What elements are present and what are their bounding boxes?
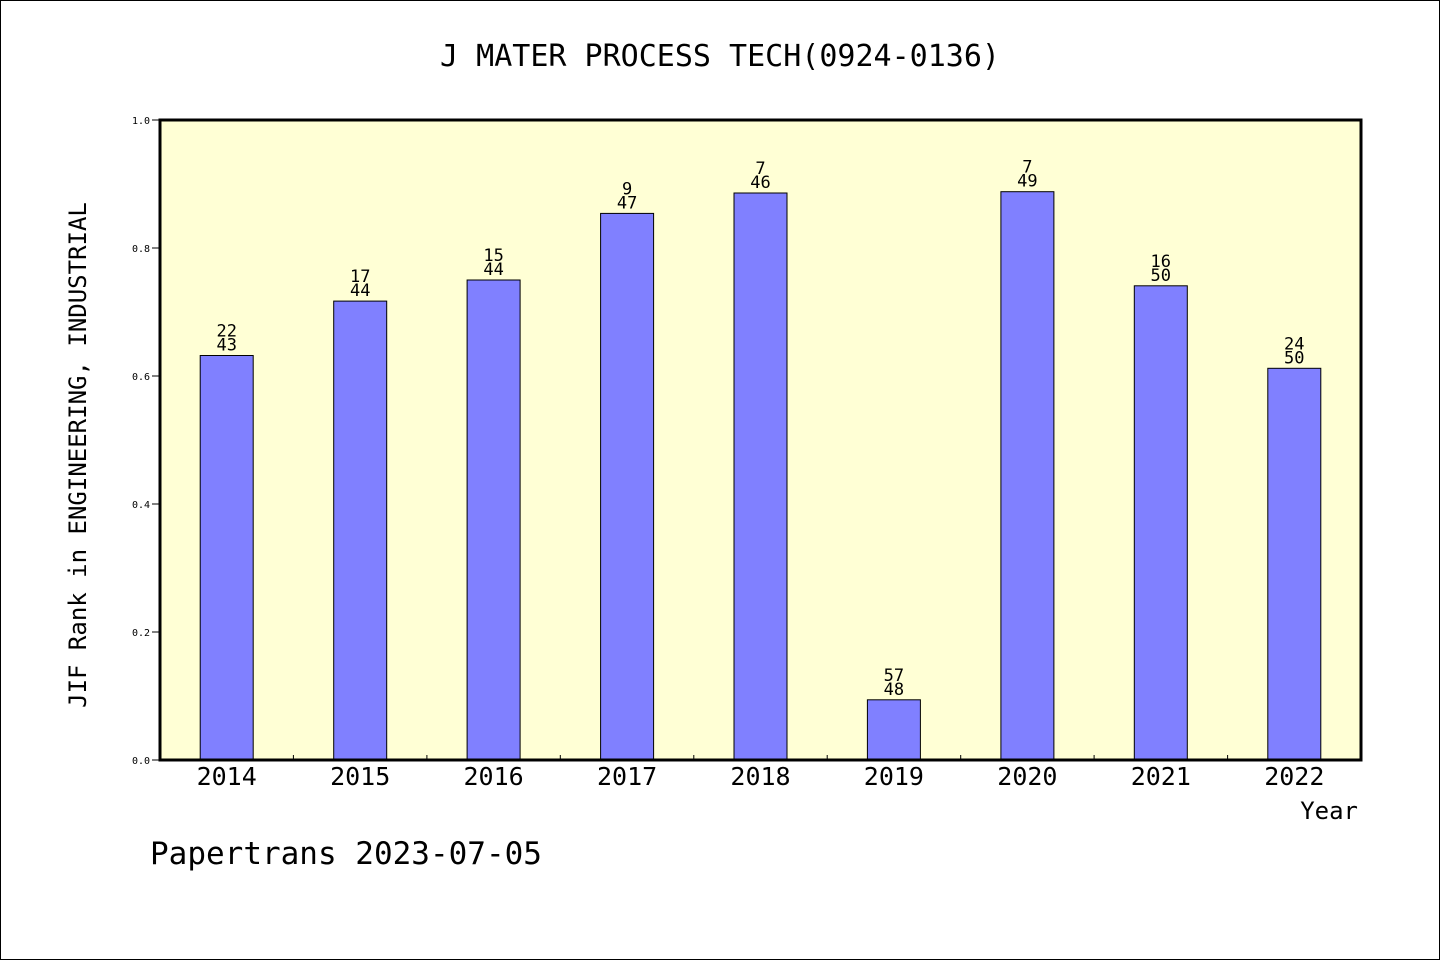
bar-2019: [866, 699, 921, 761]
bar-2021: [1133, 285, 1188, 761]
x-tick-label-2016: 2016: [463, 762, 523, 791]
bar-total-label-2016: 44: [483, 260, 503, 280]
bar-total-label-2015: 44: [350, 281, 370, 301]
x-tick-label-2022: 2022: [1264, 762, 1324, 791]
bar-total-label-2017: 47: [617, 193, 637, 213]
y-axis-label: JIF Rank in ENGINEERING, INDUSTRIAL: [64, 202, 92, 708]
bar-rank-label-2020: 7: [1022, 158, 1032, 178]
y-tick-label: 0.8: [132, 244, 150, 255]
bars-group: [199, 191, 1322, 761]
x-tick-label-2017: 2017: [597, 762, 657, 791]
bar-rank-label-2015: 17: [350, 267, 370, 287]
bar-2018: [733, 192, 788, 761]
bar-2016: [466, 279, 521, 761]
x-tick-label-2018: 2018: [730, 762, 790, 791]
bar-total-label-2022: 50: [1284, 348, 1304, 368]
bar-2017: [600, 212, 655, 761]
x-tick-label-2019: 2019: [864, 762, 924, 791]
bar-2022: [1267, 367, 1322, 761]
x-tick-label-2015: 2015: [330, 762, 390, 791]
bar-2020: [1000, 191, 1055, 761]
bar-rank-label-2018: 7: [755, 159, 765, 179]
bar-rank-label-2019: 57: [884, 666, 904, 686]
bar-total-label-2021: 50: [1151, 266, 1171, 286]
x-axis: 2014 2015 2016 2017 2018 2019 2020 2021 2022: [197, 755, 1324, 791]
bar-total-label-2019: 48: [884, 680, 904, 700]
x-axis-label: Year: [1300, 797, 1358, 825]
y-tick-label: 0.2: [132, 628, 150, 639]
x-tick-label-2021: 2021: [1131, 762, 1191, 791]
x-tick-label-2020: 2020: [997, 762, 1057, 791]
chart-title: J MATER PROCESS TECH(0924-0136): [440, 39, 1000, 74]
y-tick-label: 0.4: [132, 500, 150, 511]
bar-total-label-2014: 43: [216, 336, 236, 356]
bar-rank-label-2022: 24: [1284, 334, 1304, 354]
bar-rank-label-2017: 9: [622, 179, 632, 199]
bar-2014: [199, 355, 254, 761]
bar-rank-label-2016: 15: [483, 246, 503, 266]
bar-total-label-2018: 46: [750, 173, 770, 193]
footer-credit: Papertrans 2023-07-05: [150, 836, 542, 872]
bar-rank-label-2014: 22: [216, 322, 236, 342]
y-tick-label: 0.0: [132, 756, 150, 767]
bar-rank-label-2021: 16: [1151, 252, 1171, 272]
y-axis: 0.0 0.2 0.4 0.6 0.8 1.0: [132, 116, 160, 767]
bar-2015: [333, 300, 388, 761]
bar-total-label-2020: 49: [1017, 172, 1037, 192]
x-tick-label-2014: 2014: [197, 762, 257, 791]
y-tick-label: 0.6: [132, 372, 150, 383]
plot-border: [158, 118, 1363, 762]
y-tick-label: 1.0: [132, 116, 150, 127]
